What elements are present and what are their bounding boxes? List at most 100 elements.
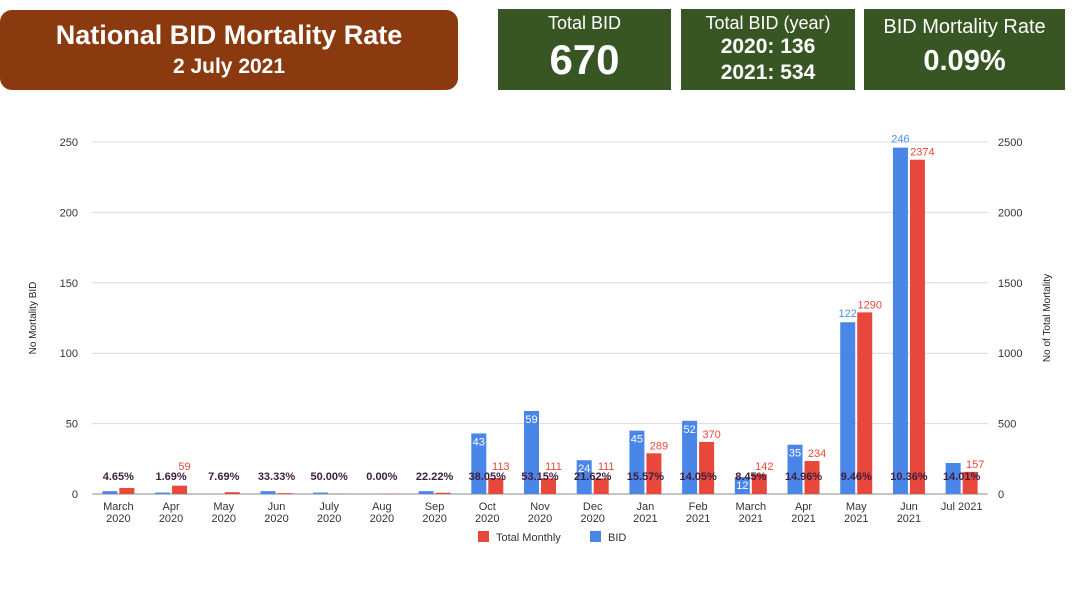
x-tick-label: 2020 [264, 513, 288, 525]
right-tick-label: 1500 [998, 278, 1022, 290]
bid-bar [576, 460, 592, 494]
legend-total-label: Total Monthly [496, 532, 561, 544]
x-tick-label: 2021 [633, 513, 657, 525]
left-tick-label: 100 [60, 348, 78, 360]
x-tick-label: Feb [689, 501, 708, 513]
x-tick-label: 2020 [528, 513, 552, 525]
total-monthly-bar [277, 493, 293, 494]
page-title: National BID Mortality Rate [55, 20, 403, 50]
total-value-label: 2374 [910, 147, 934, 159]
mortality-rate-value: 0.09% [923, 45, 1006, 77]
total-value-label: 370 [702, 429, 720, 441]
x-tick-label: 2021 [897, 513, 921, 525]
bid-value-label: 43 [473, 436, 485, 448]
total-monthly-bar [804, 461, 820, 494]
mortality-rate-label: 14.01% [943, 471, 981, 483]
x-tick-label: 2020 [212, 513, 236, 525]
total-monthly-bar [119, 487, 135, 494]
x-tick-label: Jun [900, 501, 918, 513]
mortality-rate-label: 8.45% [735, 471, 766, 483]
total-value-label: 113 [492, 461, 510, 473]
total-value-label: 1290 [857, 299, 881, 311]
total-value-label: 289 [650, 440, 668, 452]
bid-value-label: 24 [578, 463, 590, 475]
mortality-rate-label: 33.33% [258, 471, 296, 483]
mortality-rate-label: 50.00% [311, 471, 349, 483]
left-tick-label: 250 [60, 137, 78, 149]
total-monthly-bar [172, 485, 188, 494]
x-tick-label: Apr [162, 501, 179, 513]
total-monthly-bar [541, 478, 556, 494]
x-tick-label: 2020 [475, 513, 499, 525]
bid-bar [629, 430, 645, 494]
bid-bar [102, 491, 118, 494]
year-2021-value: 2021: 534 [720, 61, 816, 84]
total-monthly-bar [646, 453, 662, 494]
left-tick-label: 50 [66, 419, 78, 431]
total-monthly-bar [593, 478, 609, 494]
bid-bar [471, 433, 487, 494]
legend-bid-swatch [590, 531, 601, 542]
x-tick-label: July [319, 501, 339, 513]
x-tick-label: 2021 [686, 513, 710, 525]
bid-bar [840, 322, 856, 494]
total-bid-label: Total BID [547, 13, 622, 33]
x-tick-label: May [846, 501, 867, 513]
x-tick-label: 2020 [580, 513, 604, 525]
x-tick-label: Jul 2021 [941, 501, 983, 513]
right-tick-label: 500 [998, 419, 1016, 431]
legend-total-swatch [478, 531, 489, 542]
total-bid-card: Total BID 670 [498, 9, 671, 90]
mortality-rate-label: 14.05% [679, 471, 717, 483]
mortality-rate-label: 22.22% [416, 471, 454, 483]
right-tick-label: 2000 [998, 207, 1022, 219]
x-tick-label: 2020 [422, 513, 446, 525]
bid-value-label: 122 [839, 308, 857, 320]
mortality-rate-label: 15.57% [627, 471, 665, 483]
left-tick-label: 200 [60, 207, 78, 219]
mortality-rate-label: 4.65% [103, 471, 134, 483]
x-tick-label: 2021 [739, 513, 763, 525]
total-value-label: 111 [545, 461, 562, 473]
report-date: 2 July 2021 [172, 55, 286, 78]
left-tick-label: 150 [60, 278, 78, 290]
x-tick-label: Dec [583, 501, 603, 513]
bid-bar [524, 410, 539, 494]
legend-bid-label: BID [608, 532, 626, 544]
total-value-label: 234 [808, 448, 826, 460]
mortality-rate-label: 7.69% [208, 471, 239, 483]
bid-bar [260, 491, 276, 494]
mortality-rate-label: 14.96% [785, 471, 823, 483]
mortality-rate-label: 1.69% [155, 471, 186, 483]
x-tick-label: Jun [268, 501, 286, 513]
x-tick-label: Nov [530, 501, 550, 513]
x-tick-label: Oct [479, 501, 496, 513]
x-tick-label: Jan [637, 501, 655, 513]
mortality-rate-label: 38.05% [469, 471, 507, 483]
bid-value-label: 59 [525, 414, 537, 426]
total-monthly-bar [857, 312, 873, 494]
bid-bar [682, 420, 698, 494]
right-tick-label: 0 [998, 489, 1004, 501]
bid-value-label: 45 [631, 434, 643, 446]
x-tick-label: Aug [372, 501, 392, 513]
total-bid-value: 670 [549, 36, 620, 83]
x-tick-label: 2021 [844, 513, 868, 525]
x-tick-label: 2020 [106, 513, 130, 525]
total-monthly-bar [909, 159, 925, 495]
total-bid-year-card: Total BID (year) 2020: 136 2021: 534 [681, 9, 855, 90]
mortality-rate-label: 10.36% [890, 471, 928, 483]
mortality-rate-label: 53.15% [521, 471, 559, 483]
mortality-rate-label: 21.62% [574, 471, 612, 483]
left-axis-title: No Mortality BID [28, 282, 39, 355]
bid-bar [892, 147, 908, 494]
bid-bar [418, 491, 434, 494]
right-axis-title: No of Total Mortality [1042, 274, 1053, 362]
bid-bar [313, 492, 329, 494]
total-value-label: 157 [966, 459, 984, 471]
x-tick-label: Apr [795, 501, 812, 513]
mortality-rate-label: 0.00% [366, 471, 397, 483]
mortality-rate-card: BID Mortality Rate 0.09% [864, 9, 1065, 90]
total-monthly-bar [699, 441, 715, 494]
